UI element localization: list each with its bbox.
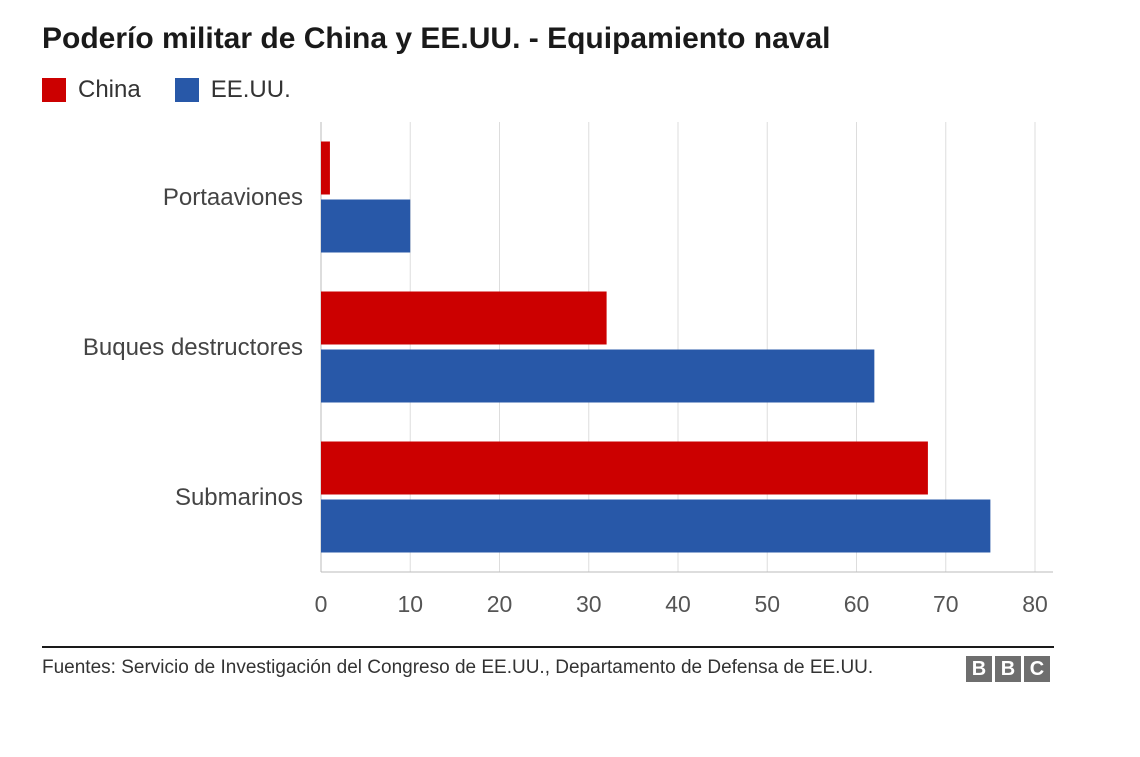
x-tick-label: 60 xyxy=(844,591,870,617)
bar xyxy=(321,499,991,553)
bbc-logo-letter: C xyxy=(1024,656,1050,682)
x-tick-label: 70 xyxy=(933,591,959,617)
chart-title: Poderío militar de China y EE.UU. - Equi… xyxy=(42,22,831,55)
bar xyxy=(321,441,928,495)
category-label: Portaaviones xyxy=(163,184,303,211)
x-tick-label: 0 xyxy=(315,591,328,617)
legend-item-china: China xyxy=(42,76,141,104)
bar xyxy=(321,349,875,403)
bar xyxy=(321,199,411,253)
bar xyxy=(321,291,607,345)
legend-swatch-china xyxy=(42,78,66,102)
x-tick-label: 30 xyxy=(576,591,602,617)
bbc-logo-letter: B xyxy=(995,656,1021,682)
footer-divider xyxy=(42,646,1054,648)
legend-item-eeuu: EE.UU. xyxy=(174,76,291,104)
chart-legend: China EE.UU. xyxy=(42,76,325,104)
legend-label-eeuu: EE.UU. xyxy=(210,76,291,103)
bar xyxy=(321,141,330,195)
bbc-logo: B B C xyxy=(966,656,1053,682)
category-label: Submarinos xyxy=(175,484,303,511)
bar-chart: 0 10 20 30 40 50 60 70 80 Portaaviones Buques dest… xyxy=(83,122,1053,617)
x-tick-label: 20 xyxy=(487,591,513,617)
source-note: Fuentes: Servicio de Investigación del C… xyxy=(42,657,874,678)
x-tick-label: 50 xyxy=(754,591,780,617)
x-tick-label: 40 xyxy=(665,591,691,617)
category-label: Buques destructores xyxy=(83,334,303,361)
legend-swatch-eeuu xyxy=(174,78,199,102)
x-tick-label: 10 xyxy=(397,591,423,617)
x-tick-label: 80 xyxy=(1022,591,1048,617)
bbc-logo-letter: B xyxy=(966,656,992,682)
legend-label-china: China xyxy=(78,76,141,103)
